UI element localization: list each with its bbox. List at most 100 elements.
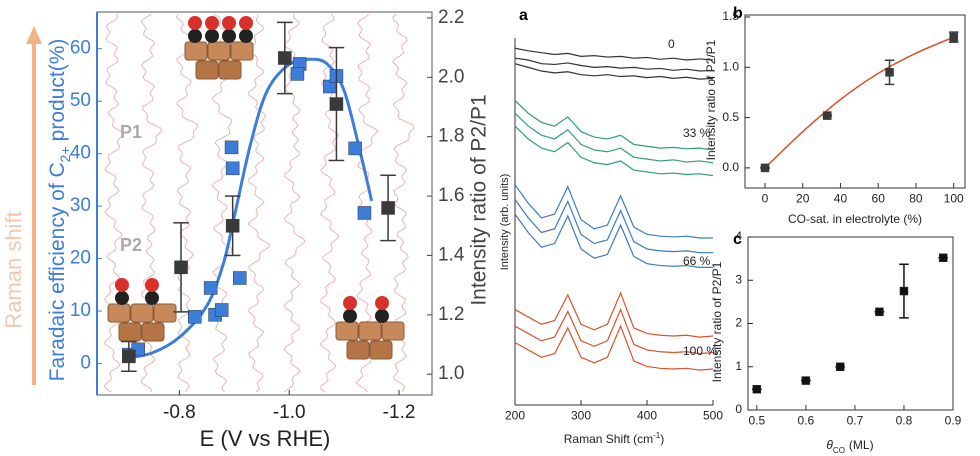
x-axis-title: θCO (ML): [826, 438, 873, 454]
x-tick-label: -1.0: [273, 402, 306, 423]
label-symbol: θ: [826, 438, 833, 452]
data-point: [329, 97, 344, 111]
data-point: [122, 349, 136, 364]
adsorbate-icon: [335, 321, 405, 360]
x-tick-label: 500: [703, 409, 723, 423]
y-tick-label: 4: [735, 229, 742, 243]
x-tick-label: 0: [762, 192, 769, 206]
series-label: 0: [668, 37, 675, 51]
y-axis-title: Intensity (arb. units): [499, 174, 511, 271]
y2-tick-label: 2.2: [438, 7, 464, 28]
x-tick-label: 60: [872, 192, 886, 206]
y-tick-label: 30: [70, 195, 91, 216]
raman-background: [247, 13, 271, 393]
x-tick-label: 80: [909, 192, 923, 206]
data-point: [752, 384, 762, 394]
fit-line: [124, 57, 374, 360]
arrowhead: [26, 26, 42, 44]
x-tick-label: 300: [571, 409, 591, 423]
x-tick-label: 20: [796, 192, 810, 206]
label-subscript: 2+: [57, 146, 73, 162]
spectrum: [514, 184, 713, 239]
data-point: [760, 163, 770, 173]
spectrum: [514, 57, 714, 72]
y2-tick-label: 1.6: [438, 185, 464, 206]
raman-background: [103, 13, 125, 393]
data-point: [938, 253, 948, 263]
spectrum: [514, 307, 714, 355]
x-tick-label: 0.8: [896, 414, 913, 428]
x-tick-label: 0.6: [798, 414, 815, 428]
adsorbate-icon: [375, 296, 389, 323]
plot-frame: [744, 14, 966, 189]
panel-label: a: [519, 7, 528, 24]
x-tick-label: 0.7: [847, 414, 864, 428]
data-point: [203, 281, 218, 295]
x-tick-label: -1.2: [383, 402, 416, 423]
data-point: [949, 32, 958, 42]
y2-tick-label: 2.0: [438, 66, 464, 87]
data-point: [801, 376, 811, 385]
data-point: [278, 51, 292, 65]
series-label: 66 %: [683, 254, 711, 268]
adsorbate-icon: [239, 16, 253, 43]
x-axis-title: E (V vs RHE): [200, 426, 331, 451]
spectrum: [514, 63, 714, 80]
adsorbate-icon: [188, 16, 202, 43]
y-axis-title: Intensity ratio of P2/P1: [704, 39, 718, 160]
annotation: Raman shift: [1, 211, 26, 328]
x-tick-label: 200: [505, 409, 525, 423]
panel-label: b: [733, 5, 743, 22]
y-tick-label: 60: [70, 38, 91, 59]
label-part: Raman Shift (cm: [564, 432, 653, 446]
y-tick-label: 50: [70, 90, 91, 111]
y2-tick-label: 1.2: [438, 304, 464, 325]
data-point: [188, 310, 202, 324]
y2-tick-label: 1.8: [438, 126, 464, 147]
y-tick-label: 0: [735, 402, 742, 416]
data-point: [348, 141, 362, 156]
data-point: [224, 140, 239, 155]
data-point: [233, 271, 247, 285]
y-axis-title: Faradaic efficiency of C2+ product(%): [46, 39, 73, 382]
data-point: [214, 303, 229, 317]
x-axis-title: Raman Shift (cm-1): [564, 431, 664, 447]
adsorbate-icon: [107, 303, 177, 342]
y-axis-title: Intensity ratio of P2/P1: [710, 261, 724, 382]
data-point: [174, 260, 188, 275]
y-tick-label: 1: [735, 359, 742, 373]
raman-background: [283, 13, 306, 393]
y-tick-label: 40: [70, 143, 91, 164]
y-tick-label: 1.0: [722, 59, 739, 73]
spectrum: [514, 213, 713, 268]
x-tick-label: 100: [944, 192, 964, 206]
series-label: 100 %: [683, 344, 717, 358]
spectrum: [514, 291, 714, 338]
y-tick-label: 10: [70, 300, 91, 321]
label-superscript: -1: [653, 431, 661, 440]
data-point: [381, 201, 395, 215]
label-part: (ML): [849, 438, 874, 452]
y-tick-label: 0.5: [722, 110, 739, 124]
panel-label: c: [733, 231, 742, 248]
data-point: [225, 161, 240, 176]
y-tick-label: 0: [80, 353, 91, 374]
data-point: [357, 206, 372, 220]
x-tick-label: 0.5: [748, 414, 765, 428]
adsorbate-icon: [205, 16, 219, 43]
data-point: [823, 111, 832, 120]
y2-tick-label: 1.4: [438, 244, 465, 265]
fit-line: [764, 36, 954, 169]
annotation: P2: [120, 235, 142, 255]
x-tick-label: 0.9: [945, 414, 962, 428]
series-label: 33 %: [683, 126, 711, 140]
data-point: [885, 68, 894, 77]
adsorbate-icon: [145, 278, 159, 305]
label-part: Faradaic efficiency of C: [46, 162, 69, 381]
spectrum: [514, 324, 714, 371]
spectrum: [514, 112, 714, 164]
data-point: [835, 362, 845, 371]
x-axis-title: CO-sat. in electrolyte (%): [788, 212, 922, 226]
